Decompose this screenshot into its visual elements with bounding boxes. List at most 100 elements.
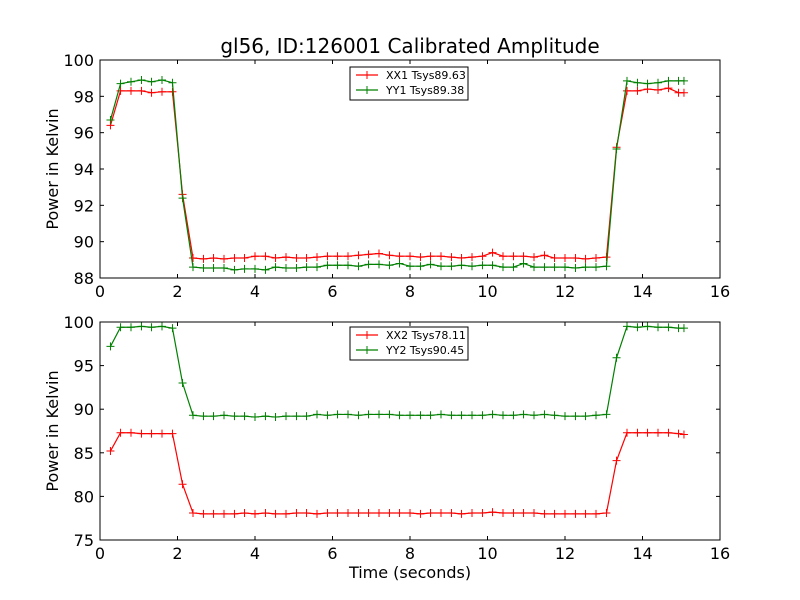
data-point bbox=[592, 254, 600, 263]
data-point bbox=[364, 250, 373, 259]
data-point bbox=[540, 251, 549, 260]
data-point bbox=[354, 262, 363, 271]
x-tick-label: 0 bbox=[95, 282, 105, 301]
data-point bbox=[633, 78, 642, 87]
data-point bbox=[447, 262, 456, 271]
data-point bbox=[271, 509, 280, 518]
data-point bbox=[499, 263, 507, 272]
data-point bbox=[468, 508, 476, 517]
data-point bbox=[116, 79, 125, 88]
legend-marker bbox=[363, 86, 371, 94]
data-point bbox=[137, 86, 146, 95]
x-tick-label: 6 bbox=[327, 544, 337, 563]
data-point bbox=[395, 411, 404, 420]
y-tick-label: 80 bbox=[74, 487, 94, 506]
data-point bbox=[116, 86, 125, 95]
data-point bbox=[271, 263, 280, 272]
data-point bbox=[261, 252, 270, 261]
data-point bbox=[395, 508, 404, 517]
x-tick-label: 10 bbox=[477, 282, 497, 301]
data-point bbox=[468, 411, 476, 420]
data-point bbox=[447, 411, 456, 420]
data-point bbox=[375, 410, 383, 419]
data-point bbox=[416, 262, 425, 271]
data-point bbox=[230, 254, 239, 263]
data-point bbox=[457, 261, 466, 270]
data-point bbox=[530, 508, 538, 517]
data-point bbox=[333, 252, 342, 261]
data-point bbox=[251, 413, 259, 422]
data-point bbox=[457, 254, 466, 263]
data-point bbox=[654, 85, 662, 94]
data-point bbox=[581, 412, 590, 421]
data-point bbox=[271, 413, 280, 422]
data-point bbox=[416, 411, 425, 420]
data-point bbox=[406, 262, 414, 271]
data-point bbox=[602, 262, 611, 271]
data-point bbox=[633, 86, 642, 95]
data-point bbox=[230, 265, 239, 274]
y-tick-label: 100 bbox=[63, 313, 94, 332]
data-point bbox=[654, 323, 662, 332]
x-tick-label: 0 bbox=[95, 544, 105, 563]
data-point bbox=[550, 411, 559, 420]
data-point bbox=[282, 253, 290, 262]
data-point bbox=[313, 263, 321, 272]
data-point bbox=[313, 509, 321, 518]
legend-label: YY2 Tsys90.45 bbox=[385, 344, 464, 357]
data-point bbox=[540, 410, 549, 419]
data-point bbox=[509, 508, 518, 517]
data-point bbox=[251, 252, 259, 261]
x-tick-label: 2 bbox=[172, 544, 182, 563]
data-point bbox=[344, 252, 352, 261]
data-point bbox=[333, 261, 342, 270]
data-point bbox=[292, 412, 301, 421]
x-tick-label: 16 bbox=[710, 282, 730, 301]
data-point bbox=[416, 509, 425, 518]
data-point bbox=[623, 428, 631, 437]
data-point bbox=[178, 379, 187, 388]
x-tick-label: 14 bbox=[632, 544, 652, 563]
data-point bbox=[323, 508, 332, 517]
data-point bbox=[571, 412, 580, 421]
legend-label: XX2 Tsys78.11 bbox=[386, 329, 466, 342]
data-point bbox=[240, 508, 249, 517]
data-point bbox=[633, 323, 642, 332]
data-point bbox=[561, 509, 569, 518]
data-point bbox=[530, 263, 538, 272]
data-point bbox=[220, 509, 228, 518]
data-point bbox=[561, 254, 569, 263]
data-point bbox=[147, 323, 156, 332]
data-point bbox=[623, 322, 631, 331]
data-point bbox=[612, 145, 621, 154]
data-point bbox=[664, 428, 673, 437]
data-point bbox=[261, 265, 270, 274]
data-point bbox=[375, 260, 383, 269]
data-point bbox=[116, 323, 125, 332]
data-point bbox=[457, 509, 466, 518]
legend: XX1 Tsys89.63 YY1 Tsys89.38 bbox=[349, 66, 469, 101]
data-point bbox=[561, 412, 569, 421]
data-point bbox=[406, 252, 414, 261]
data-point bbox=[468, 262, 476, 271]
data-point bbox=[271, 254, 280, 263]
data-point bbox=[209, 264, 218, 273]
legend-marker bbox=[363, 346, 371, 354]
data-point bbox=[375, 508, 383, 517]
data-point bbox=[313, 410, 321, 419]
data-point bbox=[437, 508, 445, 517]
data-point bbox=[612, 456, 621, 465]
data-point bbox=[199, 254, 208, 263]
data-point bbox=[499, 252, 507, 261]
data-point bbox=[664, 76, 673, 85]
x-tick-label: 8 bbox=[405, 544, 415, 563]
data-point bbox=[209, 254, 218, 263]
data-point bbox=[147, 429, 156, 438]
data-point bbox=[571, 509, 580, 518]
data-point bbox=[426, 411, 435, 420]
data-point bbox=[457, 411, 466, 420]
y-axis-label: Power in Kelvin bbox=[43, 108, 62, 229]
data-point bbox=[240, 264, 249, 273]
data-point bbox=[292, 264, 301, 273]
legend: XX2 Tsys78.11 YY2 Tsys90.45 bbox=[349, 326, 469, 361]
